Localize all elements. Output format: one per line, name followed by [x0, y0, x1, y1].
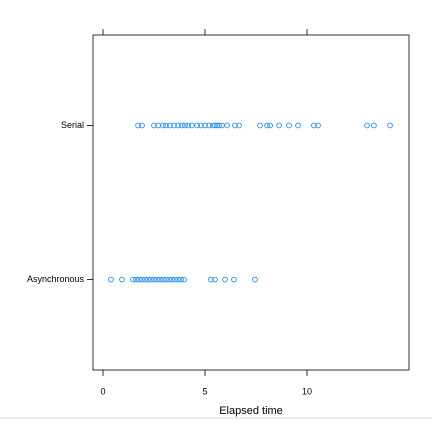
point [130, 276, 136, 283]
point [139, 122, 145, 129]
x-axis-label: Elapsed time [219, 405, 283, 417]
point [151, 276, 157, 283]
point [222, 276, 228, 283]
point [295, 122, 301, 129]
point [311, 122, 317, 129]
point [315, 122, 321, 129]
point [232, 122, 238, 129]
point [182, 122, 188, 129]
x-tick-label: 10 [302, 386, 312, 396]
x-tick-label: 5 [202, 386, 207, 396]
point [145, 276, 151, 283]
point [172, 276, 178, 283]
panel-border [92, 34, 410, 371]
point [160, 122, 166, 129]
point [198, 122, 204, 129]
point [163, 122, 169, 129]
point [154, 276, 160, 283]
point [364, 122, 370, 129]
point [160, 276, 166, 283]
point [236, 122, 242, 129]
y-tick-label: Serial [61, 120, 84, 130]
y-tick-label: Asynchronous [27, 274, 85, 284]
point [167, 122, 173, 129]
point [210, 122, 216, 129]
point [231, 276, 237, 283]
point [206, 122, 212, 129]
point [185, 122, 191, 129]
point [224, 122, 230, 129]
point [267, 122, 273, 129]
point [163, 276, 169, 283]
point [219, 122, 225, 129]
point [166, 276, 172, 283]
point [169, 276, 175, 283]
point [252, 276, 258, 283]
point [264, 122, 270, 129]
point [202, 122, 208, 129]
point [175, 122, 181, 129]
point [133, 276, 139, 283]
point [148, 276, 154, 283]
point [142, 276, 148, 283]
point [119, 276, 125, 283]
point [216, 122, 222, 129]
x-tick-label: 0 [100, 386, 105, 396]
point [135, 122, 141, 129]
point [175, 276, 181, 283]
point [181, 276, 187, 283]
point [208, 276, 214, 283]
point [179, 122, 185, 129]
point [212, 276, 218, 283]
point [151, 122, 157, 129]
point [212, 122, 218, 129]
point [276, 122, 282, 129]
point [387, 122, 393, 129]
point [178, 276, 184, 283]
point [194, 122, 200, 129]
point [108, 276, 114, 283]
point [257, 122, 263, 129]
point [136, 276, 142, 283]
point [139, 276, 145, 283]
point [371, 122, 377, 129]
point [286, 122, 292, 129]
point [157, 276, 163, 283]
point [171, 122, 177, 129]
